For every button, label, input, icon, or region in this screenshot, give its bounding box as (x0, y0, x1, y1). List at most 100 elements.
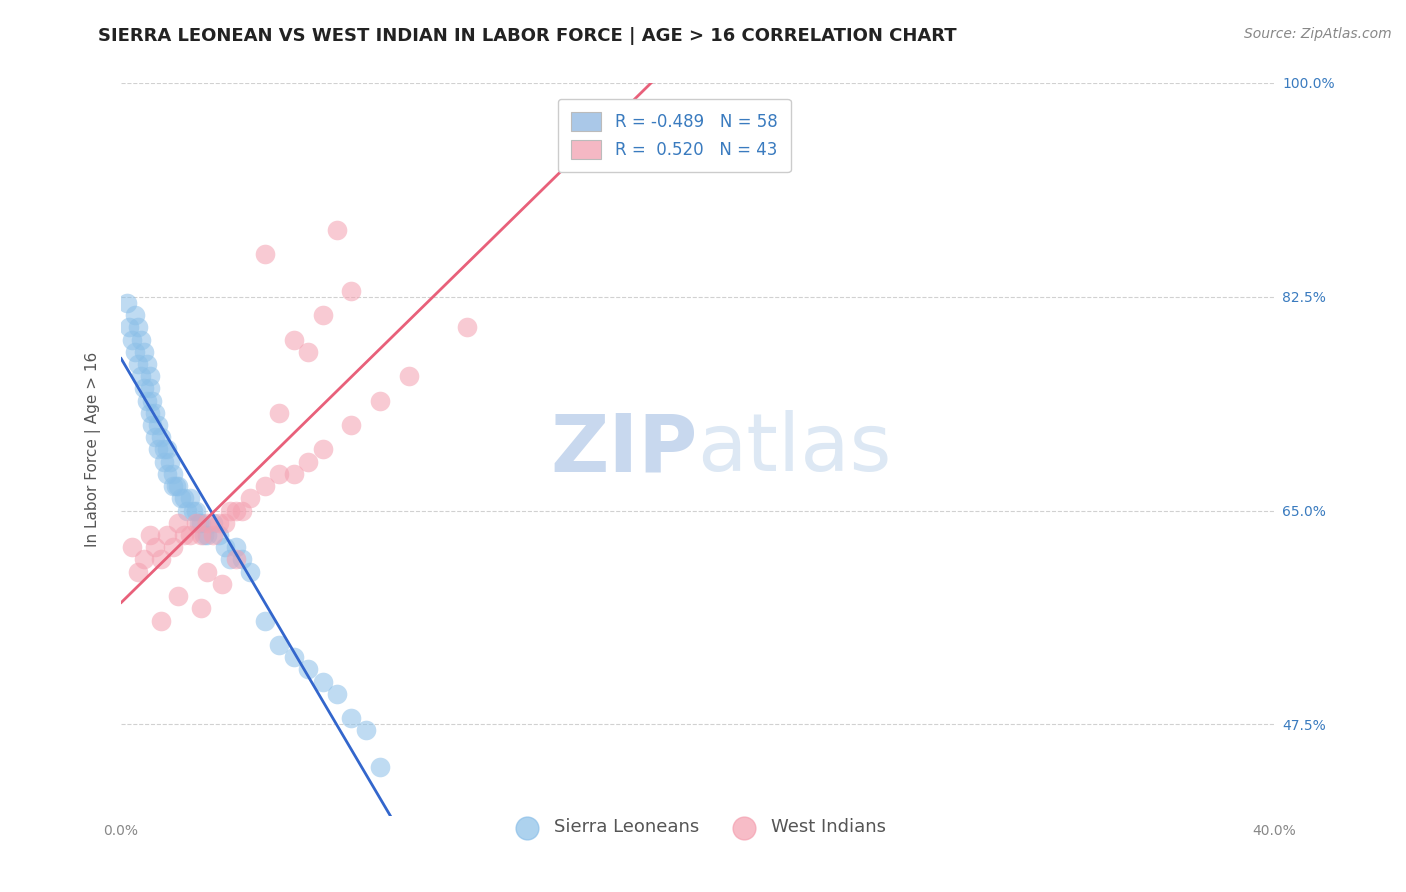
Point (170, 491, 193, 506)
Point (156, 442, 179, 457)
Point (162, 479, 184, 493)
Point (124, 344, 146, 359)
Point (167, 516, 190, 530)
Point (326, 222, 349, 236)
Point (138, 528, 160, 542)
Point (141, 417, 163, 432)
Point (297, 455, 319, 469)
Point (253, 614, 276, 628)
Point (269, 406, 291, 420)
Point (159, 455, 181, 469)
Point (398, 369, 420, 384)
Point (173, 528, 195, 542)
Y-axis label: In Labor Force | Age > 16: In Labor Force | Age > 16 (86, 351, 101, 547)
Point (179, 491, 201, 506)
Point (195, 565, 218, 579)
Point (201, 516, 224, 530)
Point (150, 614, 173, 628)
Point (127, 565, 149, 579)
Point (190, 601, 212, 615)
Point (239, 491, 262, 506)
Point (208, 528, 231, 542)
Point (132, 381, 155, 395)
Point (225, 552, 247, 566)
Point (138, 406, 160, 420)
Point (326, 687, 349, 701)
Point (167, 479, 190, 493)
Point (283, 650, 305, 665)
Point (156, 467, 179, 481)
Point (148, 417, 170, 432)
Point (214, 516, 236, 530)
Point (129, 369, 152, 384)
Point (239, 565, 262, 579)
Point (135, 357, 157, 371)
Point (201, 528, 224, 542)
Point (150, 430, 173, 444)
Point (269, 467, 291, 481)
Point (340, 711, 363, 725)
Point (219, 552, 242, 566)
Point (132, 344, 155, 359)
Point (129, 333, 152, 347)
Point (179, 528, 201, 542)
Point (143, 430, 166, 444)
Point (283, 333, 305, 347)
Point (214, 540, 236, 554)
Point (231, 503, 253, 517)
Text: ZIP: ZIP (550, 410, 697, 489)
Point (219, 503, 242, 517)
Point (231, 552, 253, 566)
Point (121, 333, 143, 347)
Point (297, 344, 319, 359)
Point (311, 308, 333, 322)
Point (311, 674, 333, 689)
Point (141, 393, 163, 408)
Point (132, 552, 155, 566)
Point (225, 503, 247, 517)
Point (127, 320, 149, 334)
Point (165, 479, 187, 493)
Point (269, 638, 291, 652)
Point (190, 516, 212, 530)
Point (195, 528, 218, 542)
Text: SIERRA LEONEAN VS WEST INDIAN IN LABOR FORCE | AGE > 16 CORRELATION CHART: SIERRA LEONEAN VS WEST INDIAN IN LABOR F… (98, 27, 957, 45)
Point (184, 503, 207, 517)
Point (143, 540, 166, 554)
Point (115, 296, 138, 310)
Point (184, 516, 207, 530)
Point (135, 393, 157, 408)
Point (118, 320, 141, 334)
Point (354, 723, 377, 738)
Point (456, 320, 478, 334)
Legend: Sierra Leoneans, West Indians: Sierra Leoneans, West Indians (502, 811, 893, 844)
Point (143, 406, 166, 420)
Point (153, 442, 176, 457)
Text: Source: ZipAtlas.com: Source: ZipAtlas.com (1244, 27, 1392, 41)
Point (127, 357, 149, 371)
Point (253, 479, 276, 493)
Point (340, 417, 363, 432)
Point (162, 540, 184, 554)
Text: atlas: atlas (697, 410, 891, 489)
Point (138, 381, 160, 395)
Point (195, 516, 218, 530)
Point (138, 369, 160, 384)
Point (181, 503, 204, 517)
Point (253, 247, 276, 261)
Point (297, 662, 319, 676)
Point (208, 516, 231, 530)
Point (311, 442, 333, 457)
Point (173, 491, 195, 506)
Point (148, 442, 170, 457)
Point (176, 503, 198, 517)
Point (283, 467, 305, 481)
Point (124, 308, 146, 322)
Point (193, 528, 215, 542)
Point (156, 528, 179, 542)
Point (153, 455, 176, 469)
Point (340, 284, 363, 298)
Point (162, 467, 184, 481)
Point (225, 540, 247, 554)
Point (368, 760, 391, 774)
